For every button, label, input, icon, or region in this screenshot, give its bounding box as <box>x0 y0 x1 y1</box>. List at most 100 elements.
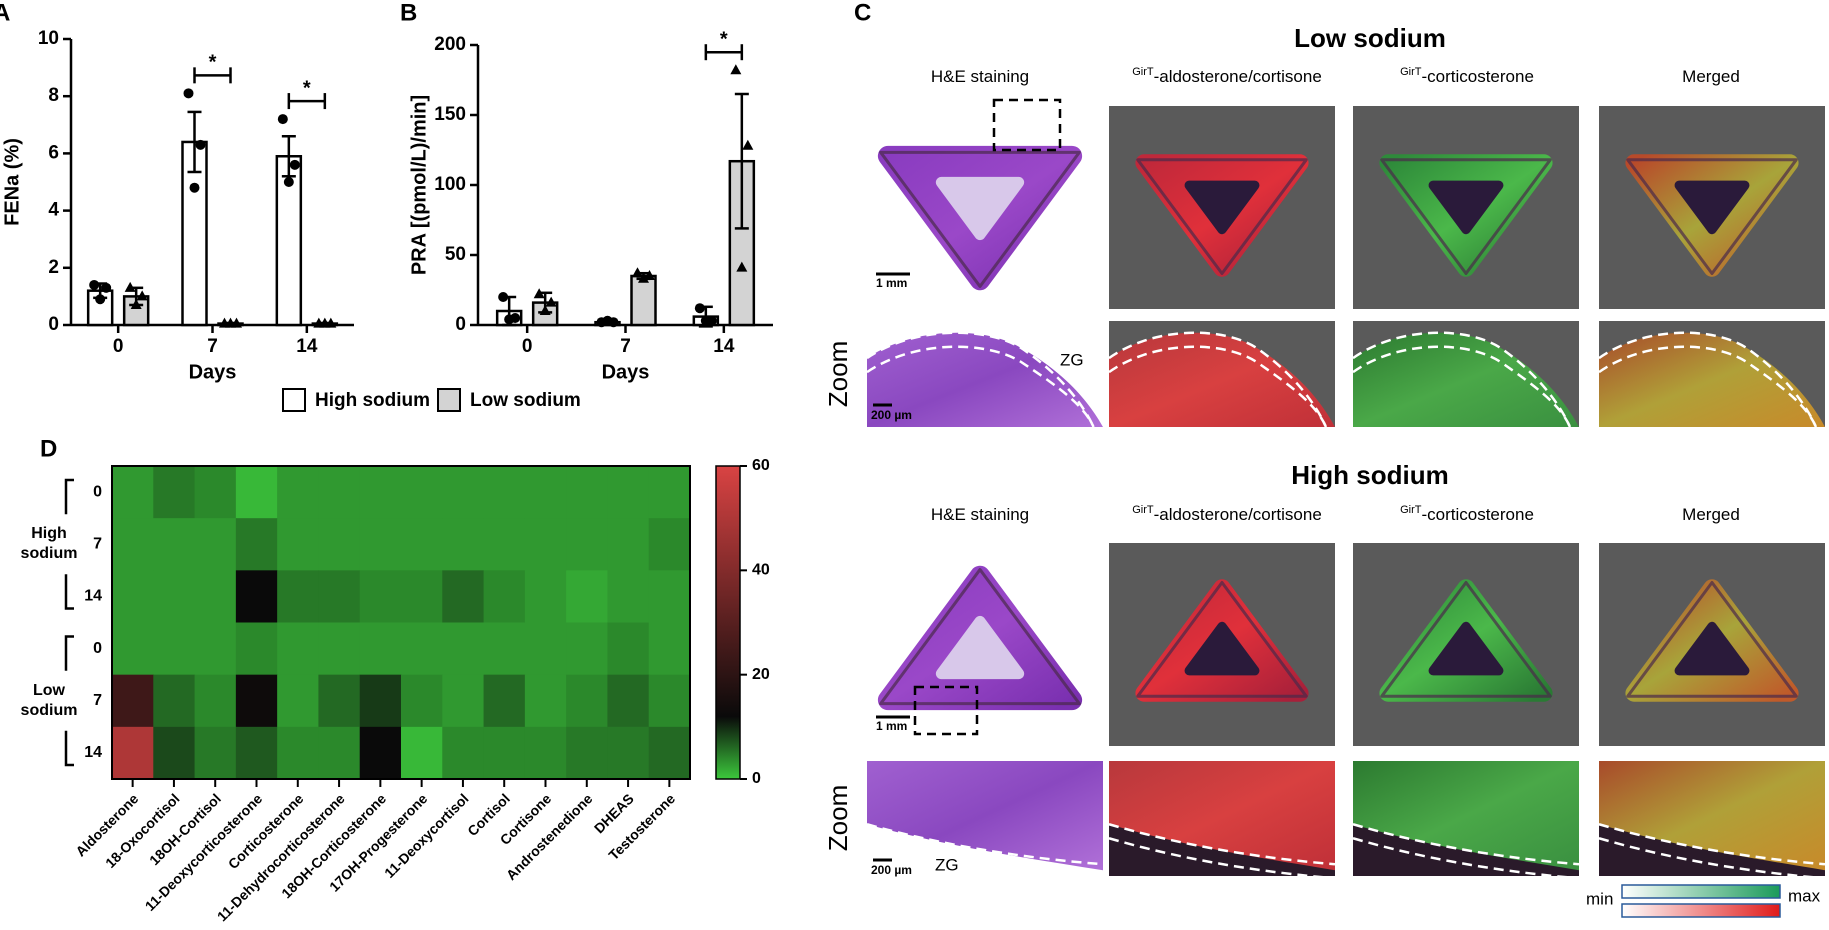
panel-letter: C <box>854 0 871 26</box>
group-bracket <box>64 478 74 610</box>
tissue-medulla <box>1674 621 1750 676</box>
heat-cell <box>235 466 278 519</box>
heat-cell <box>524 726 567 780</box>
heat-cell <box>277 674 319 728</box>
heat-cell <box>277 570 319 623</box>
x-tick-label: 7 <box>207 336 218 357</box>
group-label: High sodium <box>18 524 80 565</box>
y-axis-label: PRA [(pmol/L)/min] <box>408 95 430 275</box>
heat-cell <box>153 622 196 676</box>
zoom-scale-bar-label: 200 µm <box>871 408 912 422</box>
heat-cell <box>112 466 154 519</box>
heat-cell <box>483 518 526 571</box>
scale-bar-label: 1 mm <box>876 276 907 290</box>
heat-cell <box>235 674 278 728</box>
header-text: Merged <box>1682 505 1740 524</box>
header-text: H&E staining <box>931 67 1029 86</box>
zoom-tissue <box>1109 332 1335 427</box>
column-header: H&E staining <box>931 505 1029 524</box>
tissue-capsule <box>879 150 1081 288</box>
column-header: GirT-corticosterone <box>1400 66 1534 87</box>
heat-cell <box>566 518 608 571</box>
x-tick-label: 0 <box>113 336 124 357</box>
data-point <box>730 64 742 75</box>
heat-cell <box>483 622 526 676</box>
tissue-capsule <box>1380 580 1552 698</box>
zone-boundary <box>866 345 1095 428</box>
x-tick-label: 0 <box>522 336 533 357</box>
heat-cell <box>194 518 237 571</box>
heat-cell <box>318 466 361 519</box>
y-tick-label: 200 <box>434 34 466 55</box>
heat-cell <box>112 518 154 571</box>
section-title: High sodium <box>1291 460 1448 490</box>
zoom-tissue <box>1109 761 1335 871</box>
zoom-tissue <box>1599 761 1825 871</box>
tissue-capsule <box>1626 580 1798 698</box>
tissue-medulla <box>1184 180 1260 235</box>
zone-boundary <box>866 837 1104 880</box>
data-point <box>539 305 551 315</box>
superscript: GirT <box>1132 504 1154 516</box>
intensity-bar-red <box>1621 903 1781 918</box>
sig-label: * <box>209 52 217 74</box>
heat-cell <box>235 622 278 676</box>
colorbar-tick-label: 20 <box>752 666 770 683</box>
heat-cell <box>235 570 278 623</box>
data-point <box>183 88 194 99</box>
header-text: -aldosterone/cortisone <box>1154 505 1322 524</box>
legend-label: High sodium <box>315 390 430 411</box>
heat-cell <box>566 466 608 519</box>
zone-boundary <box>866 823 1104 866</box>
data-point <box>694 303 705 314</box>
heat-cell <box>401 726 443 780</box>
intensity-bar-green <box>1621 884 1781 899</box>
intensity-max: max <box>1788 886 1821 905</box>
data-point <box>504 314 515 325</box>
x-axis-label: Days <box>189 361 237 383</box>
heat-cell <box>112 674 154 728</box>
x-tick-label: 14 <box>296 336 318 357</box>
x-tick-label: 7 <box>620 336 631 357</box>
heat-cell <box>442 622 485 676</box>
heat-cell <box>648 466 691 519</box>
heat-cell <box>566 726 608 780</box>
y-tick-label: 100 <box>434 174 466 195</box>
header-text: -corticosterone <box>1421 505 1533 524</box>
section-title: Low sodium <box>1294 23 1446 53</box>
data-point <box>189 182 200 193</box>
heat-cell <box>112 726 154 780</box>
heat-cell <box>112 570 154 623</box>
heat-cell <box>524 466 567 519</box>
heat-cell <box>235 518 278 571</box>
column-header: GirT-aldosterone/cortisone <box>1132 66 1322 87</box>
zoom-tissue <box>1353 332 1579 427</box>
tissue-medulla <box>1184 621 1260 676</box>
data-point <box>136 290 148 301</box>
panel-letter: A <box>0 0 10 26</box>
heat-cell <box>194 726 237 780</box>
column-header: H&E staining <box>931 67 1029 86</box>
column-header: GirT-aldosterone/cortisone <box>1132 504 1322 525</box>
sig-label: * <box>720 28 728 50</box>
heat-cell <box>524 674 567 728</box>
y-axis-label: FENa (%) <box>1 138 23 226</box>
heat-cell <box>401 466 443 519</box>
y-tick-label: 6 <box>48 142 59 163</box>
zone-boundary <box>1108 331 1328 428</box>
data-point <box>225 317 236 328</box>
heat-cell <box>607 674 650 728</box>
heat-cell <box>194 570 237 623</box>
zoom-box <box>913 685 979 736</box>
tissue-capsule <box>1136 158 1308 276</box>
tissue-medulla <box>1428 621 1504 676</box>
header-text: -corticosterone <box>1421 67 1533 86</box>
row-label: 7 <box>93 692 102 709</box>
group-bracket <box>64 635 74 767</box>
sig-label: * <box>303 77 311 99</box>
zone-boundary <box>1108 837 1336 880</box>
heat-cell <box>153 466 196 519</box>
y-tick-label: 0 <box>48 314 59 335</box>
data-point <box>195 139 206 150</box>
header-text: -aldosterone/cortisone <box>1154 67 1322 86</box>
